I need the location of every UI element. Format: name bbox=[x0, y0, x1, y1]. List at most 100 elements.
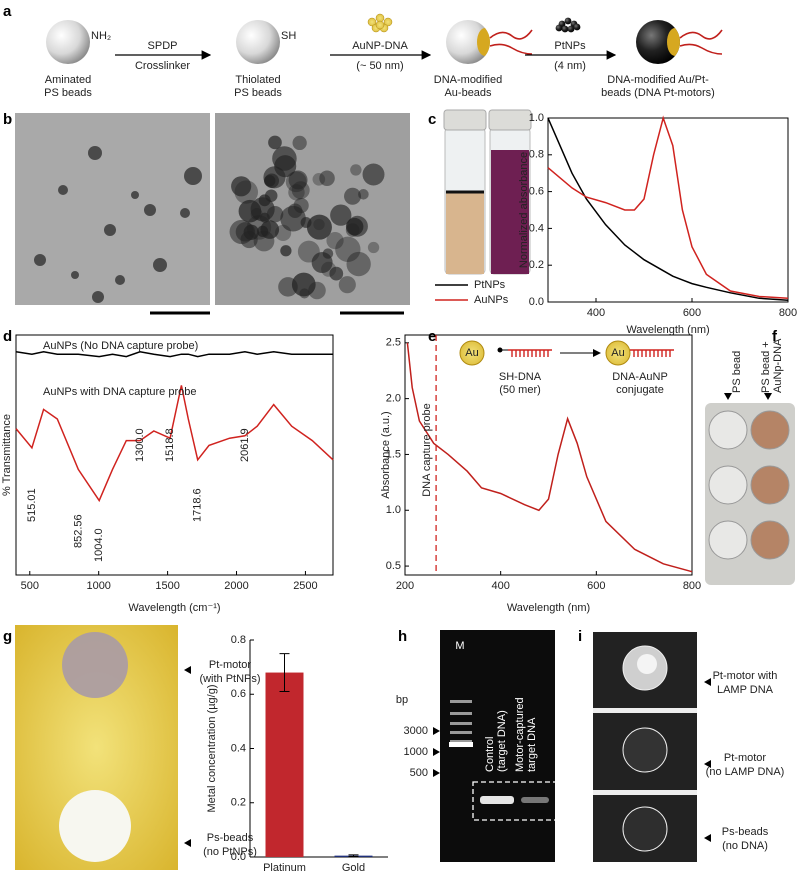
sample bbox=[622, 806, 668, 852]
panel-label: d bbox=[3, 328, 12, 345]
data-line bbox=[15, 385, 334, 503]
y-tick-label: 0.8 bbox=[529, 149, 544, 161]
particle bbox=[263, 175, 276, 187]
y-tick-label: 0.6 bbox=[529, 186, 544, 198]
particle bbox=[88, 146, 102, 160]
y-tick-label: 2.0 bbox=[386, 393, 401, 405]
x-axis-label: Wavelength (cm⁻¹) bbox=[128, 602, 220, 614]
panel-label: a bbox=[3, 3, 12, 20]
marker-label: 500 bbox=[410, 767, 428, 779]
particle bbox=[335, 236, 361, 262]
x-tick-label: 800 bbox=[683, 580, 701, 592]
particle bbox=[285, 171, 307, 193]
arrow-label: AuNP-DNA bbox=[352, 40, 408, 52]
x-tick-label: 2500 bbox=[293, 580, 317, 592]
particle bbox=[71, 271, 79, 279]
particle-label: Au bbox=[465, 347, 478, 359]
plot-frame bbox=[547, 117, 789, 303]
well bbox=[750, 465, 790, 505]
x-tick-label: 1500 bbox=[155, 580, 179, 592]
particle bbox=[268, 135, 282, 150]
spot bbox=[59, 790, 131, 862]
bead-caption: Au-beads bbox=[444, 87, 492, 99]
arrow-label: (~ 50 nm) bbox=[356, 60, 403, 72]
lamp-label: Ps-beads bbox=[722, 826, 769, 838]
lamp-label: (no DNA) bbox=[722, 840, 768, 852]
roi bbox=[472, 781, 558, 821]
lamp-label: Pt-motor with bbox=[713, 670, 778, 682]
gold-cap bbox=[667, 28, 681, 56]
particle bbox=[144, 204, 156, 216]
well bbox=[708, 465, 748, 505]
marker-label: 3000 bbox=[404, 725, 428, 737]
panel-label: g bbox=[3, 628, 12, 645]
particle bbox=[291, 272, 316, 297]
particle bbox=[260, 220, 280, 239]
particle bbox=[280, 205, 306, 232]
particle bbox=[229, 219, 254, 245]
particle bbox=[346, 251, 371, 277]
particle bbox=[115, 275, 125, 285]
series-label: AuNPs with DNA capture probe bbox=[43, 386, 196, 398]
bead bbox=[636, 20, 680, 64]
particle bbox=[300, 216, 312, 228]
arrow-label: SPDP bbox=[148, 40, 178, 52]
plot-frame bbox=[404, 334, 693, 576]
y-tick-label: 0.4 bbox=[231, 742, 246, 754]
ladder-band bbox=[450, 731, 472, 734]
pointer bbox=[433, 769, 440, 777]
ladder-band bbox=[450, 712, 472, 715]
bead-caption: Aminated bbox=[45, 74, 91, 86]
spot bbox=[62, 632, 128, 698]
particle bbox=[246, 215, 272, 240]
particle bbox=[330, 204, 352, 226]
particle bbox=[362, 163, 385, 186]
x-tick-label: 400 bbox=[491, 580, 509, 592]
particle bbox=[338, 276, 356, 294]
lamp-label: LAMP DNA bbox=[717, 684, 774, 696]
aunp-icon bbox=[375, 20, 385, 30]
particle bbox=[299, 288, 310, 299]
y-tick-label: 2.5 bbox=[386, 337, 401, 349]
peak-label: 1518.8 bbox=[164, 428, 176, 462]
arrow-label: Crosslinker bbox=[135, 60, 190, 72]
plot-frame bbox=[15, 334, 334, 576]
data-line bbox=[15, 351, 333, 358]
peak-label: 1718.6 bbox=[192, 488, 204, 522]
x-tick-label: Platinum bbox=[263, 862, 306, 874]
peak-label: 2061.9 bbox=[239, 428, 251, 462]
bead bbox=[46, 20, 90, 64]
spot-label: Ps-beads bbox=[207, 832, 254, 844]
particle bbox=[266, 205, 284, 223]
x-tick-label: 200 bbox=[396, 580, 414, 592]
particle bbox=[280, 245, 292, 257]
lane-label: Motor-captured bbox=[514, 697, 526, 772]
peak-label: 1300.0 bbox=[134, 428, 146, 462]
particle-label: Au bbox=[611, 347, 624, 359]
vial-liquid bbox=[491, 150, 529, 274]
particle bbox=[278, 277, 298, 297]
error-bar bbox=[279, 653, 290, 693]
error-bar bbox=[348, 854, 359, 857]
y-axis-label: Absorbance (a.u.) bbox=[380, 411, 392, 498]
pointer bbox=[704, 834, 711, 842]
y-tick-label: 0.5 bbox=[386, 560, 401, 572]
y-tick-label: 0.8 bbox=[231, 634, 246, 646]
au-particle bbox=[605, 340, 631, 366]
bead bbox=[446, 20, 490, 64]
unit-label: bp bbox=[396, 694, 408, 706]
gold-cap bbox=[477, 28, 491, 56]
bead-caption: beads (DNA Pt-motors) bbox=[601, 87, 715, 99]
lamp-label: Pt-motor bbox=[724, 752, 767, 764]
vial-cap bbox=[488, 109, 532, 131]
y-axis-label: Normalized absorbance bbox=[518, 152, 530, 268]
y-tick-label: 1.0 bbox=[386, 504, 401, 516]
x-tick-label: 1000 bbox=[86, 580, 110, 592]
lane-label: Control bbox=[484, 737, 496, 772]
panel-label: f bbox=[772, 328, 778, 345]
bead-caption: DNA-modified bbox=[434, 74, 502, 86]
well-label: AuNp-DNA bbox=[772, 338, 784, 393]
inset-label: SH-DNA bbox=[499, 371, 542, 383]
data-line bbox=[547, 117, 789, 301]
